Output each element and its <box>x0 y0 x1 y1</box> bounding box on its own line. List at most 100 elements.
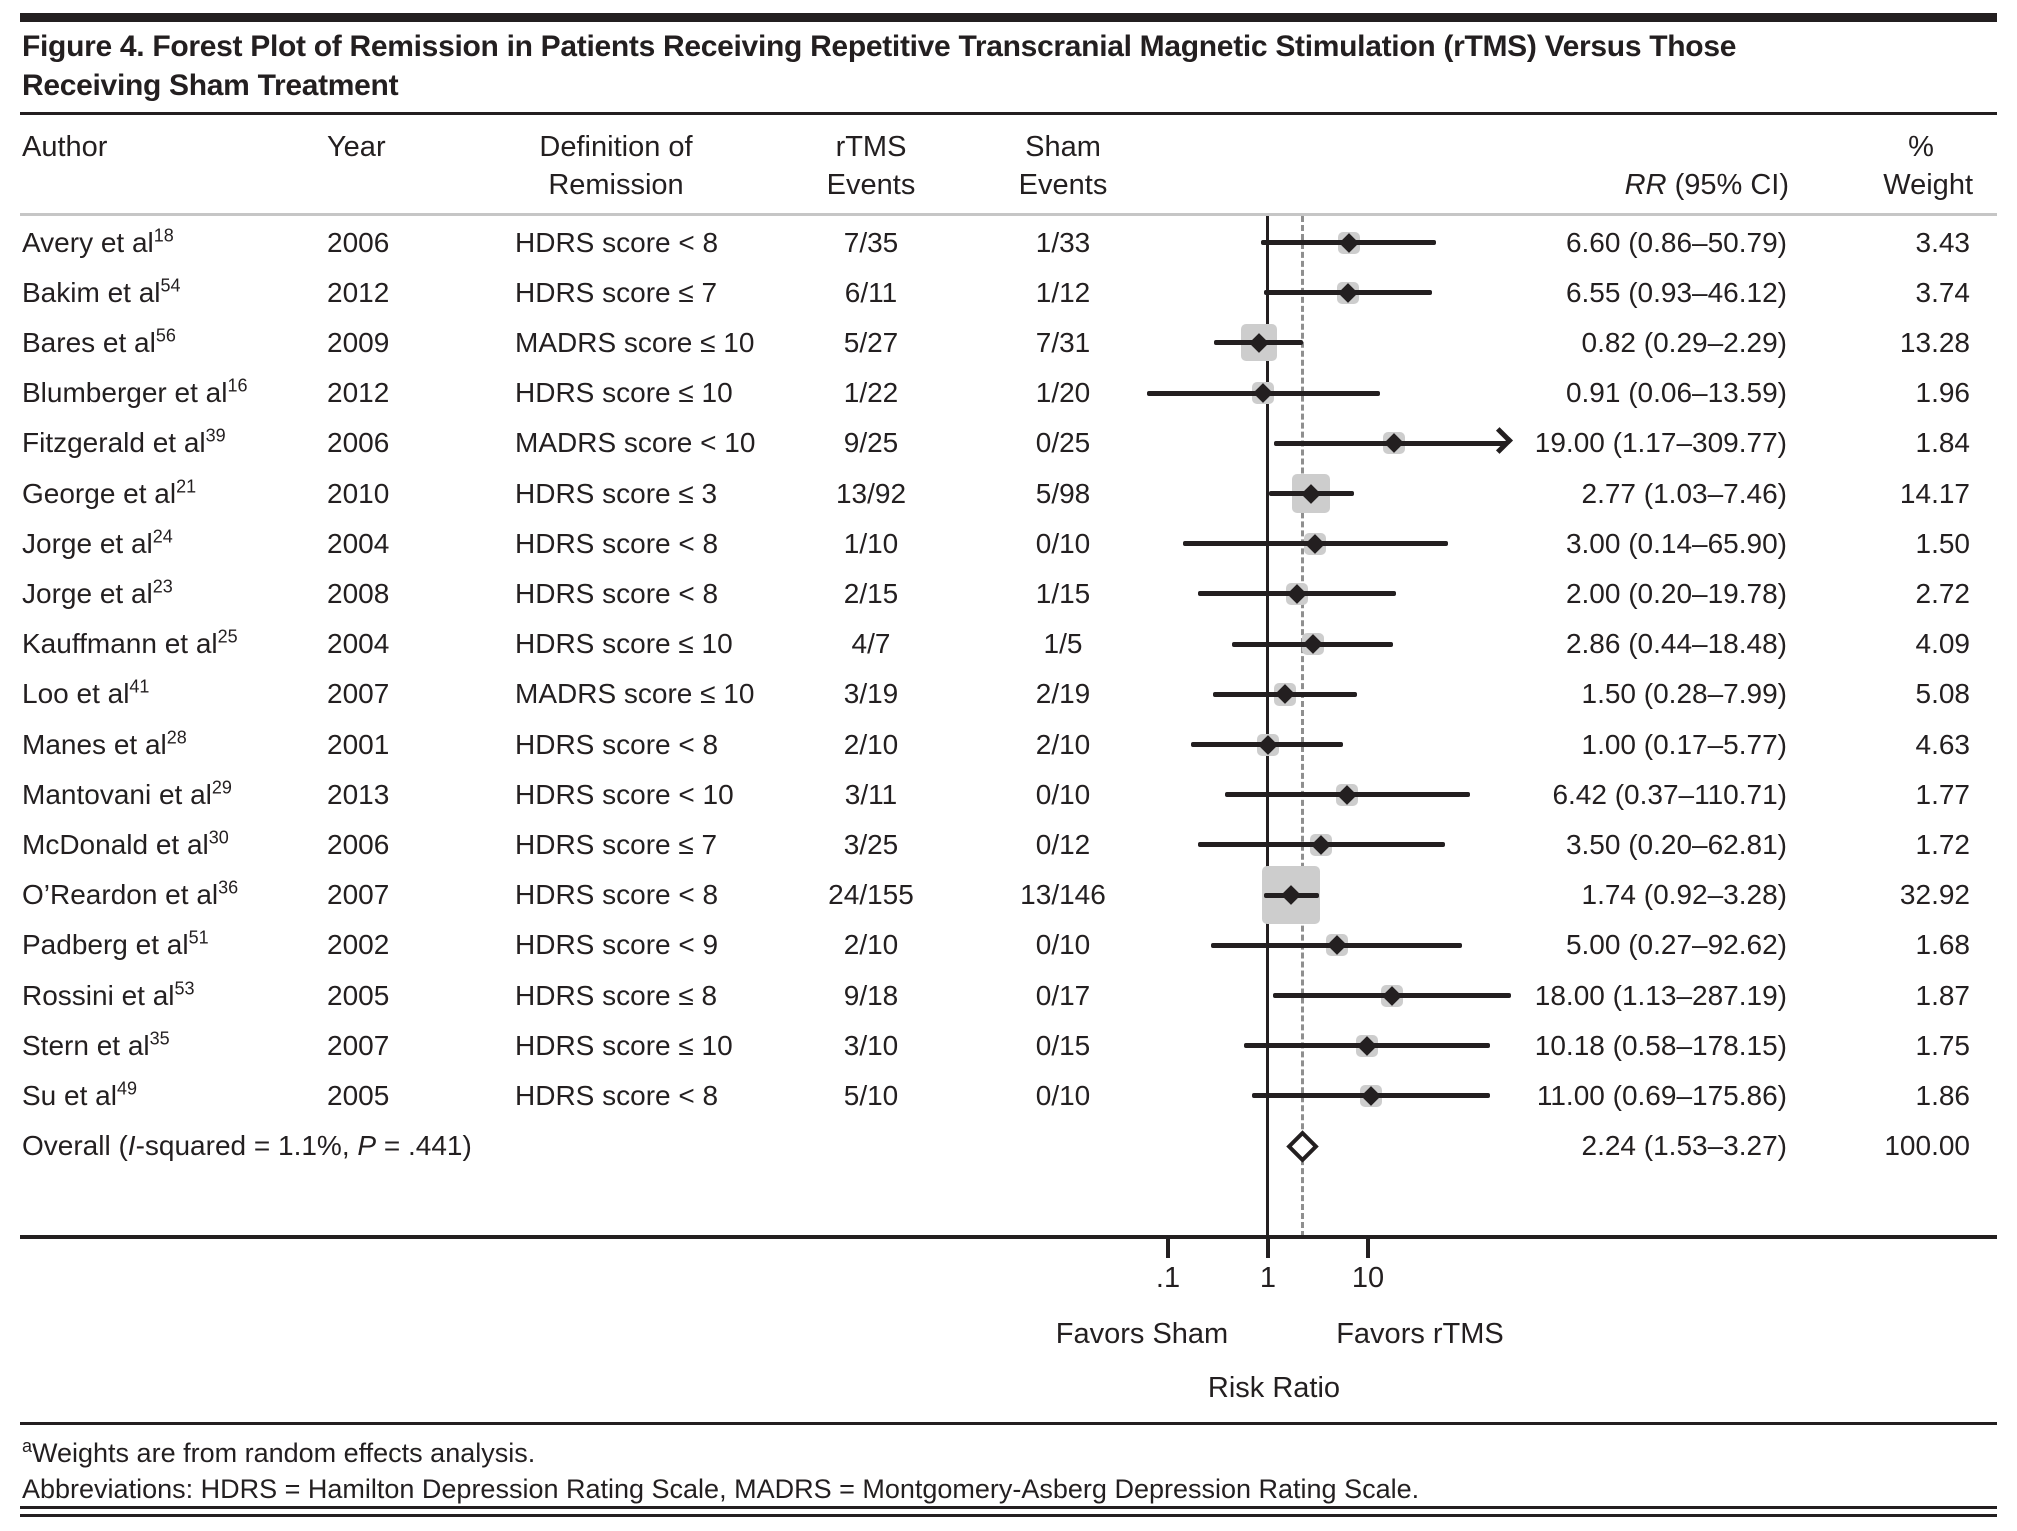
top-rule <box>20 13 1997 22</box>
remission-definition: HDRS score ≤ 3 <box>515 477 718 509</box>
reference-superscript: 39 <box>205 425 226 446</box>
column-header-sham-line1: Sham <box>1025 131 1101 163</box>
sham-events-value: 0/10 <box>1035 527 1091 559</box>
rr-ci-value: 11.00 (0.69–175.86) <box>1536 1079 1787 1111</box>
study-row: George et al21 2010 HDRS score ≤ 3 13/92… <box>0 469 2017 519</box>
reference-superscript: 25 <box>217 626 238 647</box>
rr-ci-value: 1.74 (0.92–3.28) <box>1581 879 1788 911</box>
overall-weight-value: 100.00 <box>1884 1130 1970 1161</box>
reference-superscript: 23 <box>152 576 173 597</box>
rtms-events-value: 9/25 <box>843 427 899 459</box>
sham-events-value: 5/98 <box>1035 477 1091 509</box>
study-author: McDonald et al30 <box>22 827 229 860</box>
column-header-year: Year <box>327 131 386 163</box>
weight-value: 1.50 <box>1915 527 1971 559</box>
reference-superscript: 41 <box>129 676 150 697</box>
study-row: Jorge et al23 2008 HDRS score < 8 2/15 1… <box>0 569 2017 619</box>
rtms-events-value: 3/25 <box>843 828 899 860</box>
rr-ci-value: 6.55 (0.93–46.12) <box>1565 276 1787 308</box>
study-year: 2012 <box>327 377 390 409</box>
study-author: Loo et al41 <box>22 676 150 710</box>
x-axis-line <box>20 1235 1997 1239</box>
column-header-definition-line1: Definition of <box>539 131 693 163</box>
weight-value: 5.08 <box>1915 678 1971 710</box>
reference-superscript: 29 <box>211 777 232 798</box>
bottom-rule-upper <box>20 1506 1997 1509</box>
weight-value: 13.28 <box>1899 326 1970 358</box>
study-year: 2005 <box>327 1079 390 1111</box>
rtms-events-value: 24/155 <box>828 879 914 911</box>
remission-definition: HDRS score ≤ 10 <box>515 628 733 660</box>
remission-definition: HDRS score ≤ 7 <box>515 828 718 860</box>
sham-events-value: 1/20 <box>1035 377 1091 409</box>
weight-value: 2.72 <box>1915 577 1971 609</box>
study-row: Loo et al41 2007 MADRS score ≤ 10 3/19 2… <box>0 669 2017 719</box>
study-row: O’Reardon et al36 2007 HDRS score < 8 24… <box>0 870 2017 920</box>
study-author: Manes et al28 <box>22 727 187 760</box>
sham-events-value: 1/12 <box>1035 276 1091 308</box>
sham-events-value: 0/10 <box>1035 929 1091 961</box>
axis-tick-label-0.1: .1 <box>1155 1262 1181 1294</box>
study-row: Avery et al18 2006 HDRS score < 8 7/35 1… <box>0 218 2017 268</box>
sham-events-value: 1/15 <box>1035 577 1091 609</box>
remission-definition: MADRS score ≤ 10 <box>515 326 755 358</box>
remission-definition: HDRS score ≤ 10 <box>515 377 733 409</box>
sham-events-value: 2/10 <box>1035 728 1091 760</box>
rr-ci-value: 1.00 (0.17–5.77) <box>1581 728 1788 760</box>
study-author: Stern et al35 <box>22 1028 170 1061</box>
weight-value: 1.86 <box>1915 1079 1971 1111</box>
study-year: 2006 <box>327 427 390 459</box>
footnote-rule <box>20 1422 1997 1425</box>
sham-events-value: 7/31 <box>1035 326 1091 358</box>
weight-value: 1.87 <box>1915 979 1971 1011</box>
study-author: Avery et al18 <box>22 225 174 258</box>
reference-superscript: 36 <box>218 877 239 898</box>
study-row: Rossini et al53 2005 HDRS score ≤ 8 9/18… <box>0 971 2017 1021</box>
column-header-sham-line2: Events <box>1018 169 1108 201</box>
rtms-events-value: 3/19 <box>843 678 899 710</box>
study-year: 2008 <box>327 577 390 609</box>
study-year: 2001 <box>327 728 390 760</box>
study-author: Bares et al56 <box>22 325 176 358</box>
weight-value: 1.72 <box>1915 828 1971 860</box>
study-author: Kauffmann et al25 <box>22 626 238 660</box>
reference-superscript: 51 <box>188 927 209 948</box>
rr-ci-value: 0.91 (0.06–13.59) <box>1565 377 1787 409</box>
study-row: McDonald et al30 2006 HDRS score ≤ 7 3/2… <box>0 820 2017 870</box>
weight-value: 14.17 <box>1899 477 1970 509</box>
remission-definition: HDRS score < 8 <box>515 527 719 559</box>
rtms-events-value: 4/7 <box>851 628 891 660</box>
study-row: Mantovani et al29 2013 HDRS score < 10 3… <box>0 770 2017 820</box>
remission-definition: MADRS score ≤ 10 <box>515 678 755 710</box>
study-year: 2006 <box>327 828 390 860</box>
study-year: 2004 <box>327 628 390 660</box>
reference-superscript: 21 <box>176 476 197 497</box>
sham-events-value: 0/12 <box>1035 828 1091 860</box>
rtms-events-value: 5/27 <box>843 326 899 358</box>
rr-ci-value: 2.00 (0.20–19.78) <box>1565 577 1787 609</box>
study-row: Padberg et al51 2002 HDRS score < 9 2/10… <box>0 920 2017 970</box>
study-author: Bakim et al54 <box>22 275 181 308</box>
favors-sham-label: Favors Sham <box>1055 1318 1229 1350</box>
rr-ci-value: 2.77 (1.03–7.46) <box>1581 477 1788 509</box>
sham-events-value: 1/5 <box>1043 628 1083 660</box>
rtms-events-value: 9/18 <box>843 979 899 1011</box>
weight-value: 1.77 <box>1915 778 1971 810</box>
overall-estimate-dashed-line <box>1301 216 1304 1237</box>
axis-tick-0.1 <box>1166 1239 1170 1258</box>
axis-tick-label-1: 1 <box>1259 1262 1277 1294</box>
rr-ci-value: 0.82 (0.29–2.29) <box>1581 326 1788 358</box>
rtms-events-value: 6/11 <box>844 276 898 308</box>
rtms-events-value: 7/35 <box>843 226 899 258</box>
sham-events-value: 1/33 <box>1035 226 1091 258</box>
reference-superscript: 54 <box>160 275 181 296</box>
study-year: 2007 <box>327 1029 390 1061</box>
reference-superscript: 49 <box>116 1078 137 1099</box>
overall-rr-ci-value: 2.24 (1.53–3.27) <box>1581 1130 1788 1161</box>
study-row: Jorge et al24 2004 HDRS score < 8 1/10 0… <box>0 519 2017 569</box>
remission-definition: HDRS score < 8 <box>515 577 719 609</box>
rr-ci-value: 6.60 (0.86–50.79) <box>1565 226 1787 258</box>
column-header-author: Author <box>22 131 108 163</box>
study-author: Padberg et al51 <box>22 927 209 961</box>
weight-value: 4.63 <box>1915 728 1971 760</box>
